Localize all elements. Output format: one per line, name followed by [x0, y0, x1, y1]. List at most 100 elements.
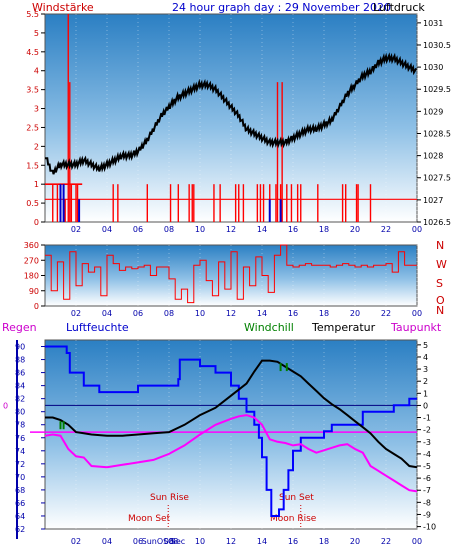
x-tick-label: 04 [102, 309, 112, 318]
x-tick-label: 12 [226, 309, 236, 318]
temp-tick-label: -6 [423, 474, 431, 483]
graph-title: 24 hour graph day : 29 November 2020 [172, 1, 391, 14]
pressure-tick-label: 1030 [423, 63, 443, 72]
pressure-line [45, 52, 418, 175]
compass-label: S [436, 277, 443, 290]
pressure-tick-label: 1030.5 [423, 41, 451, 50]
dewpoint-line [44, 414, 418, 493]
direction-tick-label: 270 [24, 256, 39, 265]
moon-set-label: Moon Set [128, 514, 171, 524]
temp-tick-label: 4 [423, 353, 428, 362]
humidity-tick-label: 86 [15, 369, 25, 378]
sun-x-label: Sec [171, 537, 185, 546]
x-tick-label: 10 [195, 537, 205, 546]
x-tick-label: 00 [412, 537, 422, 546]
compass-label: O [436, 294, 445, 307]
temperature-label: Temperatur [311, 321, 376, 334]
x-tick-label: 06 [133, 225, 143, 234]
temp-tick-label: -4 [423, 450, 431, 459]
x-tick-label: 14 [257, 537, 267, 546]
temp-tick-label: 1 [423, 389, 428, 398]
humidity-tick-label: 66 [15, 499, 25, 508]
x-tick-label: 12 [226, 537, 236, 546]
wind-tick-label: 1 [34, 180, 39, 189]
wind-tick-label: 3 [34, 105, 39, 114]
x-tick-label: 06 [133, 537, 143, 546]
temp-tick-label: -7 [423, 486, 431, 495]
humidity-tick-label: 62 [15, 525, 25, 534]
humidity-tick-label: 90 [15, 343, 25, 352]
x-tick-label: 04 [102, 537, 112, 546]
temp-tick-label: 5 [423, 341, 428, 350]
direction-tick-label: 90 [29, 287, 39, 296]
compass-label: N [436, 239, 444, 252]
x-tick-label: 22 [381, 309, 391, 318]
chart-marks: 0 0.5 1 1.5 2 2.5 3 3.5 4 4.5 5 5.5 1026.5 1027 1027.5… [3, 10, 451, 546]
temp-tick-label: -9 [423, 510, 431, 519]
pressure-tick-label: 1028 [423, 152, 443, 161]
x-tick-label: 02 [71, 309, 81, 318]
pressure-tick-label: 1027.5 [423, 174, 451, 183]
compass-label: W [436, 258, 447, 271]
temp-tick-label: 2 [423, 377, 428, 386]
x-tick-label: 14 [257, 225, 267, 234]
sun-rise-label: Sun Rise [150, 493, 189, 503]
x-tick-label: 16 [288, 225, 298, 234]
x-tick-label: 06 [133, 309, 143, 318]
x-tick-label: 02 [71, 537, 81, 546]
humidity-tick-label: 82 [15, 395, 25, 404]
windchill-label: Windchill [244, 321, 294, 334]
moon-rise-label: Moon Rise [270, 514, 317, 524]
direction-tick-label: 0 [34, 302, 39, 311]
compass-label: N [436, 304, 444, 317]
temp-tick-label: -8 [423, 498, 431, 507]
x-tick-label: 16 [288, 309, 298, 318]
wind-tick-label: 2.5 [26, 123, 39, 132]
pressure-tick-label: 1031 [423, 19, 443, 28]
temp-tick-label: -10 [423, 523, 436, 532]
humidity-tick-label: 70 [15, 473, 25, 482]
pressure-tick-label: 1028.5 [423, 129, 451, 138]
temperature-line [45, 359, 418, 469]
pressure-tick-label: 1029 [423, 107, 443, 116]
x-tick-label: 18 [319, 537, 329, 546]
x-tick-label: 18 [319, 225, 329, 234]
wind-tick-label: 4 [34, 67, 39, 76]
temp-tick-label: -3 [423, 438, 431, 447]
x-tick-label: 04 [102, 225, 112, 234]
temp-tick-label: -2 [423, 426, 431, 435]
wind-tick-label: 3.5 [26, 86, 39, 95]
direction-tick-label: 180 [24, 272, 39, 281]
humidity-tick-label: 72 [15, 460, 25, 469]
x-tick-label: 18 [319, 309, 329, 318]
dewpoint-label: Taupunkt [390, 321, 442, 334]
wind-tick-label: 4.5 [26, 48, 39, 57]
sun-x-label: SunOS08 [142, 537, 179, 546]
wind-tick-label: 5 [34, 29, 39, 38]
wind-tick-label: 2 [34, 142, 39, 151]
rain-zero-label: 0 [3, 401, 8, 410]
temp-tick-label: 0 [423, 401, 428, 410]
wind-tick-label: 5.5 [26, 10, 39, 19]
rain-label: Regen [2, 321, 37, 334]
wind-tick-label: 1.5 [26, 161, 39, 170]
x-tick-label: 12 [226, 225, 236, 234]
x-tick-label: 22 [381, 537, 391, 546]
wind-pressure-plot [44, 13, 418, 223]
wind-tick-label: 0.5 [26, 199, 39, 208]
pressure-title: Luftdruck [373, 1, 425, 14]
x-tick-label: 08 [164, 309, 174, 318]
direction-line [45, 244, 417, 304]
x-tick-label: 00 [412, 309, 422, 318]
x-tick-label: 20 [350, 309, 360, 318]
temp-tick-label: 3 [423, 365, 428, 374]
x-tick-label: 14 [257, 309, 267, 318]
humidity-tick-label: 78 [15, 421, 25, 430]
humidity-tick-label: 84 [15, 382, 25, 391]
x-tick-label: 02 [71, 225, 81, 234]
humidity-label: Luftfeuchte [66, 321, 129, 334]
x-tick-label: 20 [350, 225, 360, 234]
x-tick-label: 08 [164, 537, 174, 546]
direction-tick-label: 360 [24, 241, 39, 250]
